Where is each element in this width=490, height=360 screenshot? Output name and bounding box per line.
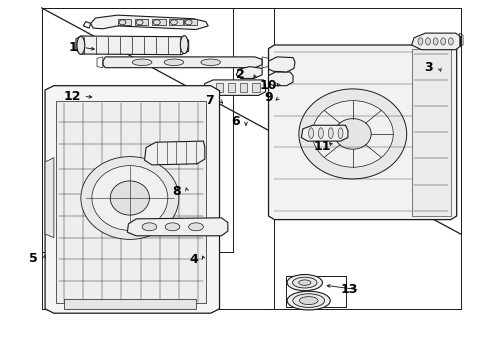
Polygon shape [118, 19, 131, 25]
Polygon shape [56, 101, 206, 303]
Ellipse shape [298, 280, 311, 285]
Ellipse shape [180, 36, 188, 54]
Text: 4: 4 [189, 253, 198, 266]
Polygon shape [216, 83, 223, 92]
Text: 10: 10 [260, 79, 277, 92]
Text: 2: 2 [236, 68, 245, 81]
Ellipse shape [189, 223, 203, 231]
Circle shape [171, 20, 177, 25]
Polygon shape [412, 49, 451, 216]
Polygon shape [269, 72, 293, 86]
Polygon shape [203, 80, 266, 95]
Ellipse shape [441, 38, 446, 45]
Ellipse shape [164, 59, 184, 66]
Polygon shape [45, 158, 54, 238]
Ellipse shape [338, 128, 343, 139]
Text: 3: 3 [424, 61, 433, 74]
Text: 7: 7 [205, 94, 214, 107]
Polygon shape [76, 36, 189, 55]
Ellipse shape [299, 89, 407, 179]
Text: 12: 12 [64, 90, 81, 103]
Ellipse shape [328, 128, 333, 139]
Text: 1: 1 [68, 41, 77, 54]
Circle shape [153, 20, 160, 25]
Polygon shape [145, 141, 205, 165]
Text: 11: 11 [314, 140, 331, 153]
Ellipse shape [448, 38, 453, 45]
Polygon shape [152, 19, 166, 25]
Ellipse shape [165, 223, 180, 231]
Ellipse shape [433, 38, 438, 45]
Circle shape [185, 20, 192, 25]
Circle shape [119, 20, 126, 25]
Polygon shape [184, 19, 197, 25]
Ellipse shape [293, 294, 325, 307]
Polygon shape [91, 15, 208, 30]
Ellipse shape [318, 128, 323, 139]
Ellipse shape [299, 297, 318, 305]
Ellipse shape [81, 157, 179, 239]
Polygon shape [301, 125, 348, 141]
Ellipse shape [77, 36, 85, 54]
Circle shape [136, 20, 143, 25]
Ellipse shape [425, 38, 431, 45]
Polygon shape [135, 19, 148, 25]
Ellipse shape [142, 223, 157, 231]
Polygon shape [236, 67, 262, 78]
Polygon shape [228, 83, 235, 92]
Polygon shape [240, 83, 247, 92]
Ellipse shape [92, 166, 168, 230]
Ellipse shape [287, 291, 330, 310]
Polygon shape [127, 218, 228, 236]
Polygon shape [252, 83, 260, 92]
Polygon shape [45, 86, 220, 313]
Ellipse shape [334, 118, 371, 149]
Text: 9: 9 [264, 91, 273, 104]
Ellipse shape [313, 100, 393, 167]
Ellipse shape [293, 277, 317, 288]
Polygon shape [269, 57, 295, 72]
Polygon shape [269, 45, 457, 220]
Ellipse shape [287, 274, 322, 291]
Ellipse shape [201, 59, 220, 66]
Ellipse shape [309, 128, 314, 139]
Ellipse shape [132, 59, 152, 66]
Ellipse shape [418, 38, 423, 45]
Polygon shape [169, 19, 183, 25]
Text: 6: 6 [231, 115, 240, 128]
Text: 8: 8 [172, 185, 181, 198]
Polygon shape [412, 33, 461, 50]
Text: 5: 5 [29, 252, 38, 265]
Polygon shape [103, 57, 262, 68]
Text: 13: 13 [340, 283, 358, 296]
Ellipse shape [110, 181, 149, 215]
Polygon shape [64, 299, 196, 309]
